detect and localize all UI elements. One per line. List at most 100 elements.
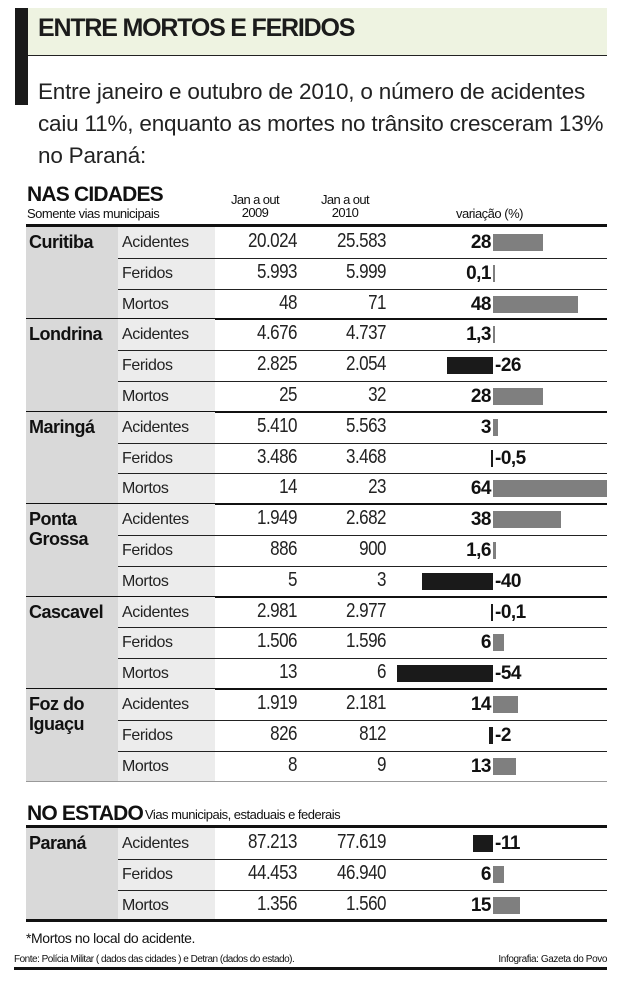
variation-value: 48 (470, 293, 492, 315)
row-divider (118, 442, 607, 444)
variation-value: 64 (470, 478, 492, 500)
variation-bar (493, 388, 543, 405)
row-divider (118, 381, 607, 382)
value-2009: 1.949 (256, 507, 298, 530)
variation-value: 1,3 (466, 324, 491, 346)
source: Fonte: Polícia Militar ( dados das cidad… (14, 954, 295, 965)
city-name: Cascavel (29, 601, 104, 622)
row-divider (118, 889, 607, 891)
variation-bar (489, 726, 493, 744)
value-2010: 6 (377, 661, 386, 684)
metric-label: Mortos (122, 665, 169, 683)
state-section-subtitle: Vias municipais, estaduais e federais (145, 807, 341, 822)
row-divider (118, 473, 607, 475)
value-2010: 900 (359, 538, 386, 560)
value-2009: 87.213 (248, 831, 297, 853)
value-2010: 32 (368, 384, 386, 406)
variation-value: -40 (495, 570, 521, 592)
metric-label-cell (118, 227, 215, 320)
metric-label-cell (118, 596, 215, 689)
credit: Infografia: Gazeta do Povo (498, 954, 607, 965)
value-2010: 23 (368, 476, 386, 499)
value-2009: 1.919 (256, 692, 298, 714)
col-header-2009: Jan a out 2009 (220, 193, 290, 219)
page-title: ENTRE MORTOS E FERIDOS (38, 14, 355, 42)
metric-label: Feridos (122, 542, 173, 559)
value-2009: 4.676 (256, 322, 298, 345)
variation-bar (493, 634, 504, 652)
value-2009: 25 (279, 384, 297, 406)
variation-bar (493, 480, 607, 498)
cities-section-title: NAS CIDADES (27, 183, 164, 206)
value-2010: 71 (368, 291, 386, 314)
variation-bar (493, 865, 504, 883)
row-divider (118, 350, 607, 352)
metric-label-cell (118, 319, 215, 412)
metric-label: Mortos (122, 757, 169, 775)
metric-label: Mortos (122, 896, 169, 914)
variation-value: -2 (495, 724, 511, 746)
value-2010: 5.563 (345, 414, 387, 437)
metric-label: Feridos (122, 264, 173, 282)
variation-bar (493, 264, 495, 282)
city-name: Londrina (29, 324, 103, 345)
row-divider (118, 858, 607, 860)
variation-value: -26 (495, 355, 521, 377)
value-2009: 8 (288, 753, 297, 776)
value-2009: 1.356 (256, 892, 298, 915)
variation-bar (473, 835, 493, 852)
value-2010: 2.977 (345, 599, 387, 622)
metric-label: Mortos (122, 388, 169, 405)
metric-label: Mortos (122, 295, 169, 313)
row-divider (118, 658, 607, 660)
cities-section-subtitle: Somente vias municipais (27, 206, 160, 221)
metric-label: Feridos (122, 634, 173, 652)
metric-label: Feridos (122, 865, 173, 883)
variation-value: 15 (470, 894, 492, 916)
value-2010: 3 (377, 568, 386, 591)
variation-bar (491, 449, 493, 467)
variation-value: 28 (470, 232, 492, 253)
city-divider (26, 595, 607, 598)
variation-bar (493, 896, 520, 914)
city-name: Maringá (29, 416, 95, 437)
city-cell (26, 504, 118, 597)
city-cell (26, 227, 118, 320)
value-2010: 2.682 (345, 507, 387, 530)
col-header-2010-line1: Jan a out (320, 192, 370, 207)
row-divider (118, 719, 607, 721)
metric-label: Acidentes (122, 326, 189, 344)
value-2010: 46.940 (337, 861, 386, 884)
variation-value: 6 (480, 632, 492, 654)
value-2009: 5 (288, 568, 297, 591)
row-divider (118, 750, 607, 752)
variation-value: 28 (470, 386, 492, 407)
col-header-variation: variação (%) (456, 206, 523, 221)
footnote: *Mortos no local do acidente. (26, 930, 195, 946)
metric-label: Feridos (122, 726, 173, 744)
variation-bar (421, 572, 493, 590)
variation-value: 13 (470, 755, 492, 777)
col-header-2009-line1: Jan a out (230, 192, 280, 207)
city-divider (26, 410, 607, 413)
city-divider (26, 318, 607, 321)
variation-value: -0,1 (495, 601, 526, 623)
metric-label-cell (118, 689, 215, 782)
value-2009: 5.410 (256, 414, 298, 437)
variation-value: 14 (470, 694, 492, 715)
variation-bar (493, 326, 496, 344)
value-2009: 2.981 (256, 599, 298, 622)
metric-label-cell (118, 828, 215, 921)
state-section-title: NO ESTADO (27, 802, 144, 825)
metric-label: Mortos (122, 480, 169, 498)
city-cell (26, 828, 118, 921)
city-divider (26, 503, 607, 506)
city-name: Foz do Iguaçu (29, 694, 85, 734)
value-2010: 3.468 (345, 445, 387, 468)
variation-bar (493, 696, 518, 713)
value-2010: 9 (377, 753, 386, 776)
variation-bar (493, 418, 499, 436)
city-cell (26, 689, 118, 782)
subtitle: Entre janeiro e outubro de 2010, o númer… (38, 79, 604, 168)
